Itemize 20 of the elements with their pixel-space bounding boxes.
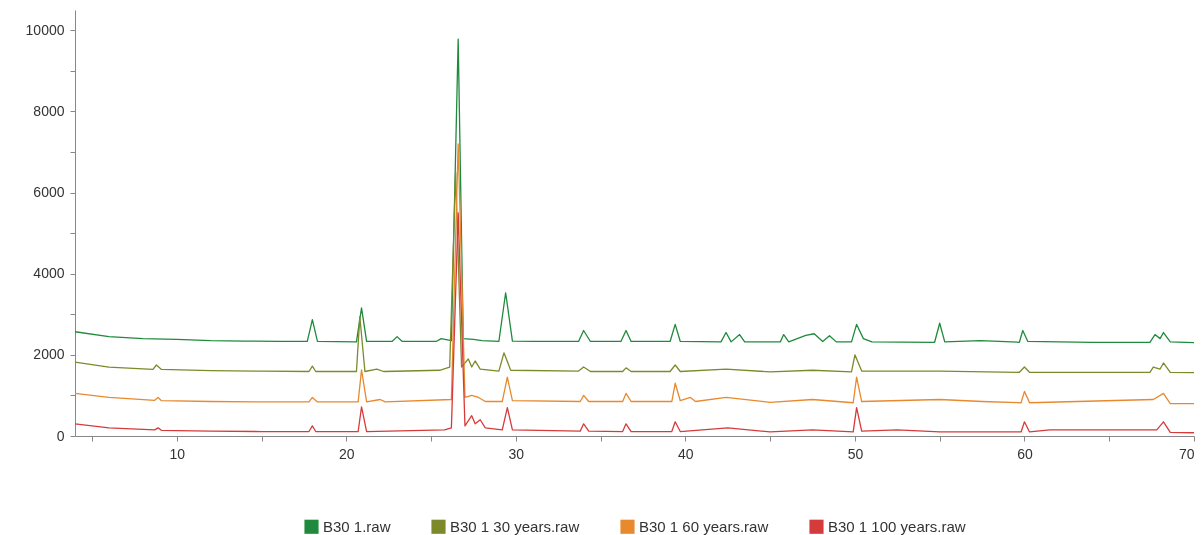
- y-tick-label: 0: [56, 427, 65, 444]
- y-tick-label: 6000: [33, 184, 65, 201]
- legend-label: B30 1 100 years.raw: [828, 517, 966, 535]
- line-series: [75, 171, 1194, 374]
- x-tick-label: 60: [1017, 445, 1033, 462]
- line-series: [75, 38, 1194, 344]
- legend-label: B30 1 60 years.raw: [639, 517, 769, 535]
- legend-label: B30 1.raw: [323, 517, 391, 535]
- legend-label: B30 1 30 years.raw: [450, 517, 580, 535]
- x-tick-label: 50: [847, 445, 864, 462]
- y-tick-label: 4000: [33, 265, 65, 282]
- x-tick-label: 30: [508, 445, 525, 462]
- y-tick-label: 10000: [25, 21, 65, 38]
- x-tick-label: 20: [338, 445, 355, 462]
- x-tick-label: 10: [169, 445, 186, 462]
- x-tick-label: 40: [678, 445, 694, 462]
- x-tick-label: 70: [1178, 445, 1195, 462]
- y-tick-label: 8000: [33, 102, 65, 119]
- line-series: [75, 143, 1194, 405]
- y-tick-label: 2000: [33, 346, 65, 363]
